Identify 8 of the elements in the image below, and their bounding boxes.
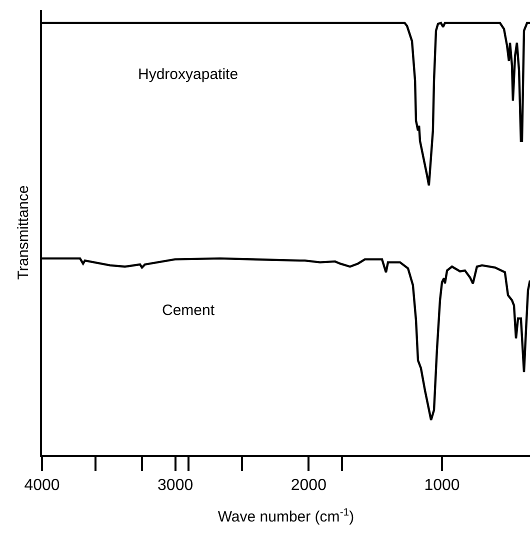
- y-axis-title: Transmittance: [14, 185, 32, 280]
- text: Hydroxyapatite: [138, 66, 238, 83]
- x-tick-label: 1000: [424, 477, 460, 494]
- x-tick-label: 3000: [158, 477, 194, 494]
- text: Cement: [162, 302, 216, 319]
- x-tick-label: 2000: [290, 477, 327, 494]
- x-axis-title: Wave number (cm$^{-1}$): [218, 506, 354, 526]
- x-tick-label: 4000: [24, 477, 60, 494]
